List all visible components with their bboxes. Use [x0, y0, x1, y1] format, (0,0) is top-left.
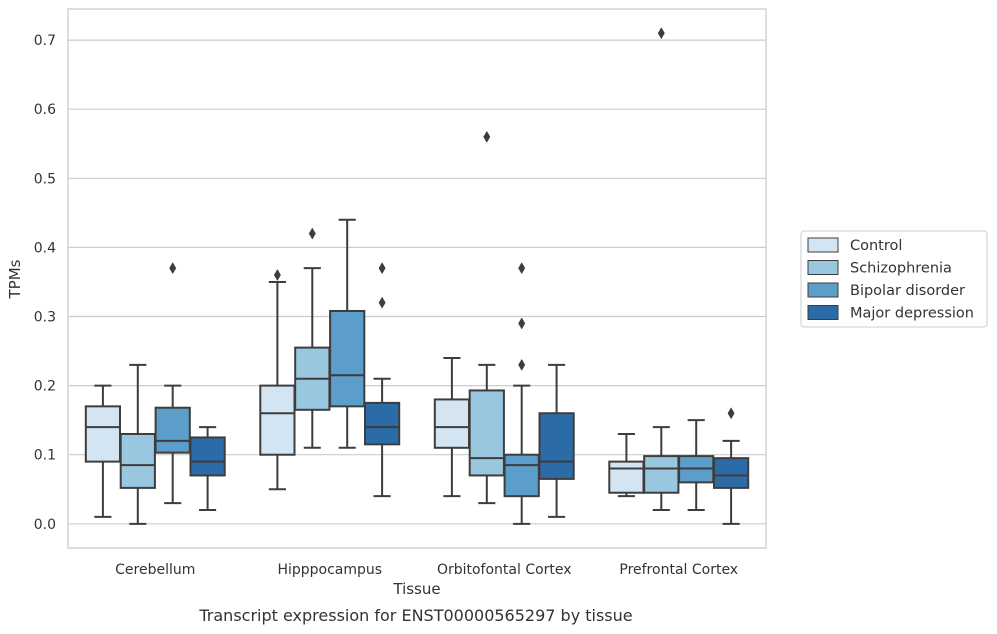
box-iqr [468, 389, 505, 477]
y-axis-title: TPMs [6, 259, 24, 299]
outlier-point [378, 262, 386, 275]
outlier-point [518, 262, 526, 275]
legend-swatch [807, 260, 839, 275]
y-tick-label: 0.4 [34, 240, 56, 256]
box-control [608, 432, 645, 498]
box-bipolar-disorder [154, 262, 191, 505]
outlier-point [518, 358, 526, 371]
plot-frame [67, 8, 767, 549]
outlier-point [657, 27, 665, 40]
box-iqr [433, 398, 471, 449]
y-tick-label: 0.6 [34, 102, 56, 118]
x-tick-label: Prefrontal Cortex [619, 562, 738, 578]
legend-label: Control [850, 238, 902, 254]
legend-swatch [807, 237, 839, 253]
box-major-depression [189, 426, 226, 511]
x-tick-label: Hipppocampus [277, 562, 382, 578]
outlier-point [308, 227, 316, 240]
x-axis-title: Tissue [392, 580, 440, 598]
y-tick-label: 0.7 [34, 33, 56, 49]
box-schizophrenia [468, 130, 505, 505]
box-schizophrenia [119, 363, 156, 525]
box-iqr [154, 406, 191, 454]
legend-label: Schizophrenia [850, 261, 952, 277]
box-iqr [503, 453, 540, 498]
legend-label: Bipolar disorder [850, 283, 965, 299]
box-series [84, 27, 750, 525]
y-tick-label: 0.3 [34, 310, 56, 326]
box-major-depression [712, 407, 750, 525]
box-iqr [84, 405, 122, 463]
box-schizophrenia [294, 227, 331, 449]
y-tick-labels: 0.0 0.1 0.2 0.3 0.4 0.5 0.6 0.7 [34, 33, 56, 533]
outlier-point [273, 269, 281, 282]
box-schizophrenia [643, 27, 680, 511]
box-control [84, 384, 122, 518]
box-iqr [329, 309, 366, 408]
y-tick-label: 0.0 [34, 517, 56, 533]
legend-swatch [807, 305, 839, 320]
box-iqr [712, 457, 750, 489]
outlier-point [169, 262, 177, 275]
x-tick-label: Orbitofontal Cortex [437, 562, 572, 578]
legend: Control Schizophrenia Bipolar disorder Majo… [800, 230, 988, 328]
box-iqr [363, 401, 401, 446]
box-iqr [538, 412, 575, 480]
y-tick-label: 0.2 [34, 379, 56, 395]
outlier-point [378, 296, 386, 309]
outlier-point [518, 317, 526, 330]
box-bipolar-disorder [678, 419, 715, 511]
y-tick-label: 0.5 [34, 171, 56, 187]
box-iqr [189, 436, 226, 477]
box-iqr [119, 432, 156, 489]
legend-label: Major depression [850, 306, 974, 322]
outlier-point [483, 130, 491, 143]
legend-swatch [807, 282, 839, 298]
box-iqr [259, 384, 296, 456]
box-bipolar-disorder [329, 218, 366, 449]
box-bipolar-disorder [503, 262, 540, 525]
y-tick-label: 0.1 [34, 448, 56, 464]
box-control [259, 269, 296, 491]
outlier-point [727, 407, 735, 420]
box-iqr [608, 460, 645, 494]
x-tick-labels: Cerebellum Hipppocampus Orbitofontal Corte… [115, 562, 738, 578]
x-tick-label: Cerebellum [115, 562, 195, 578]
box-major-depression [538, 363, 575, 518]
chart-caption: Transcript expression for ENST0000056529… [199, 606, 633, 625]
box-major-depression [363, 262, 401, 498]
box-control [433, 356, 471, 498]
gridlines [68, 39, 766, 525]
box-iqr [643, 455, 680, 494]
legend-frame [800, 230, 988, 328]
